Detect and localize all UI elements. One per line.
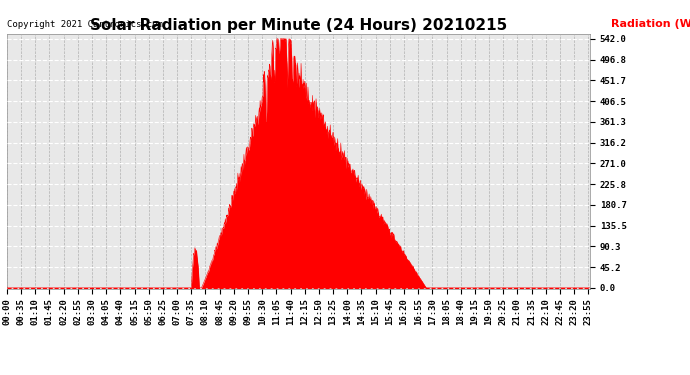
Title: Solar Radiation per Minute (24 Hours) 20210215: Solar Radiation per Minute (24 Hours) 20… [90, 18, 507, 33]
Y-axis label: Radiation (W/m2): Radiation (W/m2) [611, 18, 690, 28]
Text: Copyright 2021 Cartronics.com: Copyright 2021 Cartronics.com [7, 20, 163, 28]
